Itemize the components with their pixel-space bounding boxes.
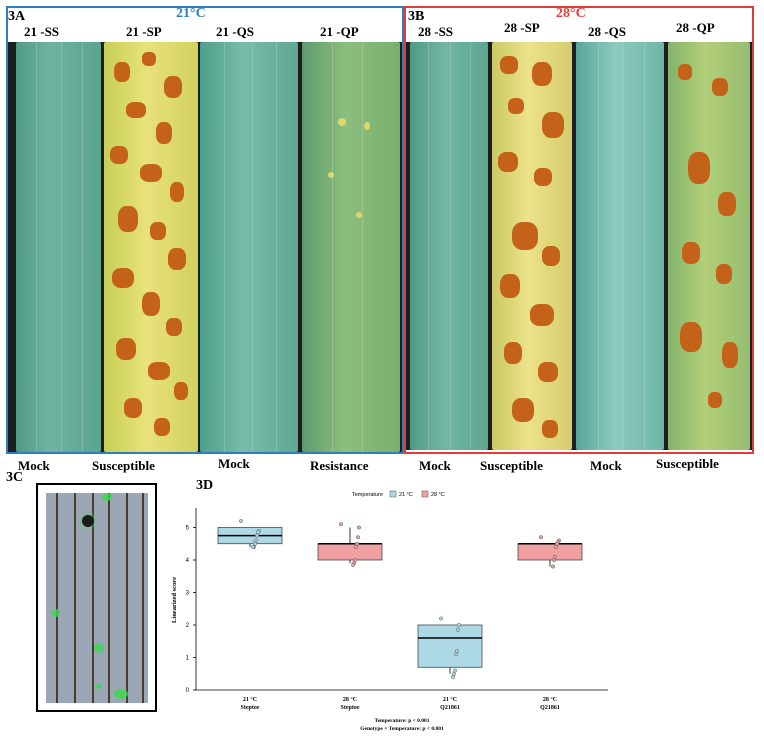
- x-label-genotype: Q21861: [540, 705, 560, 711]
- annotation-temperature: Temperature: p < 0.001: [374, 718, 429, 724]
- data-point: [354, 545, 358, 549]
- data-point: [239, 519, 243, 523]
- annotation-interaction: Genotype × Temperature: p < 0.001: [360, 726, 444, 732]
- data-point: [253, 541, 257, 546]
- leaf-label-21-ss: 21 -SS: [24, 24, 60, 39]
- panel-3b-frame: [404, 6, 754, 454]
- data-point: [339, 522, 343, 527]
- x-label-genotype: Steptoe: [241, 705, 260, 711]
- leaf-21-ss: [16, 42, 101, 452]
- leaf-28-qp: [668, 42, 750, 450]
- panel-3c-letter: 3C: [6, 470, 24, 485]
- points-group: [239, 519, 561, 679]
- data-point: [454, 652, 458, 657]
- leaf-label-28-qp: 28 -QP: [676, 20, 715, 35]
- data-point: [353, 558, 357, 562]
- data-point: [539, 535, 543, 540]
- phenotype-28-qs: Mock: [590, 458, 622, 473]
- data-point: [356, 535, 360, 540]
- x-label-genotype: Q21861: [440, 705, 460, 711]
- y-tick-label: 2: [186, 623, 190, 629]
- data-point: [453, 668, 457, 673]
- data-point: [439, 616, 443, 621]
- data-point: [551, 564, 555, 569]
- panel-3a-letter: 3A: [8, 9, 26, 24]
- phenotype-21-sp: Susceptible: [92, 458, 155, 473]
- box: [417, 624, 483, 668]
- y-tick-label: 1: [186, 656, 190, 662]
- leaf-label-28-ss: 28 -SS: [418, 24, 454, 39]
- legend-swatch-28: [421, 490, 429, 498]
- leaf-21-sp: [104, 42, 198, 452]
- data-point: [451, 675, 455, 679]
- x-label-temperature: 21 °C: [243, 696, 257, 703]
- panel-3a-leaf-photo: [8, 42, 402, 452]
- data-point: [455, 649, 459, 653]
- legend-label-21: 21 °C: [399, 492, 413, 498]
- x-label-temperature: 21 °C: [443, 696, 457, 703]
- data-point: [351, 562, 355, 567]
- x-label-temperature: 28 °C: [343, 696, 357, 703]
- phenotype-28-sp: Susceptible: [480, 458, 543, 473]
- leaf-label-21-sp: 21 -SP: [126, 24, 162, 39]
- microscopy-image: [46, 493, 148, 703]
- legend-title: Temperature: [352, 492, 383, 498]
- box-plot-chart: Temperature 21 °C 28 °C Linearized score…: [171, 490, 608, 732]
- panel-3c-frame: [36, 483, 157, 712]
- panel-3b-leaf-photo: [406, 42, 752, 450]
- box: [317, 543, 383, 561]
- y-tick-label: 3: [186, 591, 190, 597]
- data-point: [553, 554, 557, 559]
- x-label-genotype: Steptoe: [341, 705, 360, 711]
- leaf-label-28-qs: 28 -QS: [588, 24, 626, 39]
- x-labels: 21 °C Steptoe 28 °C Steptoe 21 °C Q21861 28 °C…: [241, 696, 560, 711]
- x-label-temperature: 28 °C: [543, 696, 557, 703]
- leaf-label-21-qs: 21 -QS: [216, 24, 254, 39]
- data-point: [457, 623, 461, 627]
- data-point: [552, 558, 556, 562]
- data-point: [255, 533, 259, 538]
- y-tick-label: 0: [186, 688, 190, 694]
- data-point: [251, 545, 255, 549]
- phenotype-21-ss: Mock: [18, 458, 50, 473]
- phenotype-21-qp: Resistance: [310, 458, 369, 473]
- panel-3d-letter: 3D: [196, 478, 214, 493]
- data-point: [254, 538, 258, 543]
- leaf-28-ss: [410, 42, 488, 450]
- data-point: [456, 627, 460, 632]
- y-tick-label: 4: [186, 558, 190, 564]
- y-tick-label: 5: [186, 526, 190, 532]
- data-point: [554, 545, 558, 549]
- boxes-group: [217, 527, 583, 674]
- leaf-21-qp: [302, 42, 400, 452]
- data-point: [256, 530, 260, 535]
- data-point: [357, 525, 361, 530]
- data-point: [355, 541, 359, 546]
- leaf-28-qs: [576, 42, 664, 450]
- phenotype-21-qs: Mock: [218, 456, 250, 471]
- box: [517, 543, 583, 561]
- y-axis-label: Linearized score: [171, 577, 178, 623]
- panel-3a-temperature: 21°C: [176, 6, 206, 21]
- panel-3b-temperature: 28°C: [556, 6, 586, 21]
- leaf-21-qs: [200, 42, 298, 452]
- data-point: [452, 671, 456, 676]
- y-ticks: 0 1 2 3 4 5: [186, 526, 196, 694]
- phenotype-28-qp: Susceptible: [656, 456, 719, 471]
- leaf-label-28-sp: 28 -SP: [504, 20, 540, 35]
- legend-label-28: 28 °C: [431, 492, 445, 498]
- panel-3a-frame: [6, 6, 404, 454]
- leaf-label-21-qp: 21 -QP: [320, 24, 359, 39]
- phenotype-28-ss: Mock: [419, 458, 451, 473]
- data-point: [555, 541, 559, 546]
- leaf-28-sp: [492, 42, 572, 450]
- legend-swatch-21: [389, 490, 397, 498]
- panel-3b-letter: 3B: [408, 9, 425, 24]
